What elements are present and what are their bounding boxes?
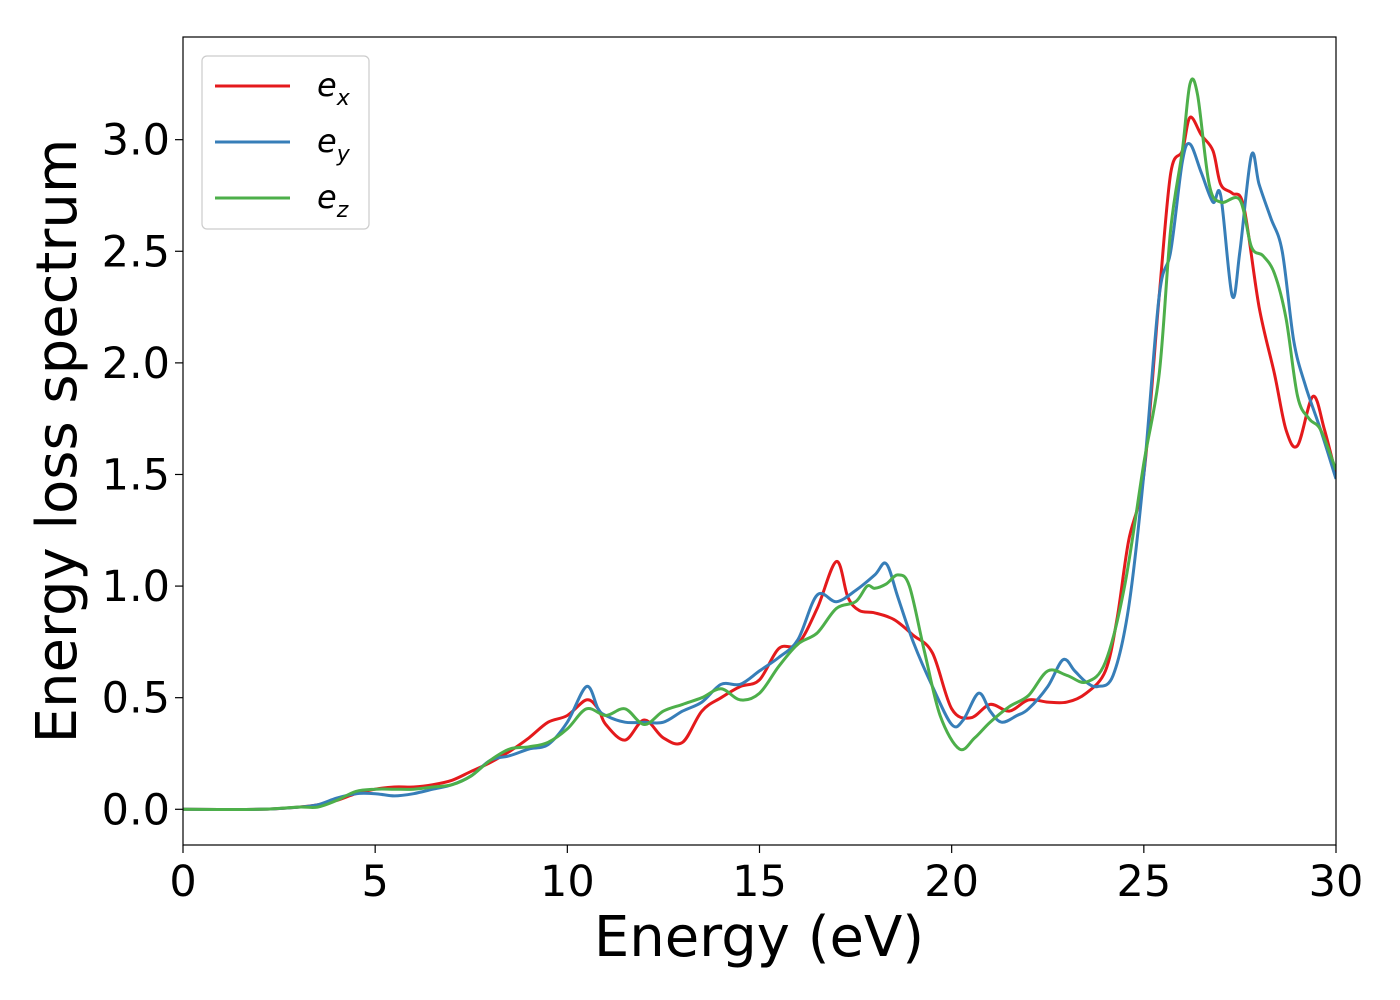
y-axis-label: Energy loss spectrum bbox=[25, 139, 90, 744]
x-tick-label: 5 bbox=[361, 857, 388, 907]
legend-label-x: ex bbox=[317, 66, 351, 111]
legend-label-y: ey bbox=[317, 122, 351, 167]
x-tick-label: 30 bbox=[1309, 857, 1364, 907]
x-axis-label: Energy (eV) bbox=[594, 905, 924, 970]
y-tick-label: 2.0 bbox=[102, 339, 170, 389]
y-tick-label: 3.0 bbox=[102, 116, 170, 166]
x-axis: 0 5 10 15 20 25 30 bbox=[169, 845, 1363, 907]
y-axis: 0.0 0.5 1.0 1.5 2.0 2.5 3.0 bbox=[102, 116, 183, 835]
x-tick-label: 25 bbox=[1116, 857, 1171, 907]
series-line-z bbox=[183, 77, 1336, 811]
x-tick-label: 20 bbox=[924, 857, 979, 907]
x-tick-label: 15 bbox=[732, 857, 787, 907]
y-tick-label: 2.5 bbox=[102, 227, 170, 277]
plot-background bbox=[183, 37, 1336, 845]
y-tick-label: 0.5 bbox=[102, 674, 170, 724]
y-tick-label: 1.5 bbox=[102, 450, 170, 500]
y-tick-label: 0.0 bbox=[102, 785, 170, 835]
x-tick-label: 0 bbox=[169, 857, 196, 907]
x-tick-label: 10 bbox=[540, 857, 595, 907]
y-tick-label: 1.0 bbox=[102, 562, 170, 612]
legend-label-z: ez bbox=[317, 178, 349, 223]
legend: ex ey ez bbox=[201, 55, 370, 230]
series-layer bbox=[183, 77, 1336, 811]
